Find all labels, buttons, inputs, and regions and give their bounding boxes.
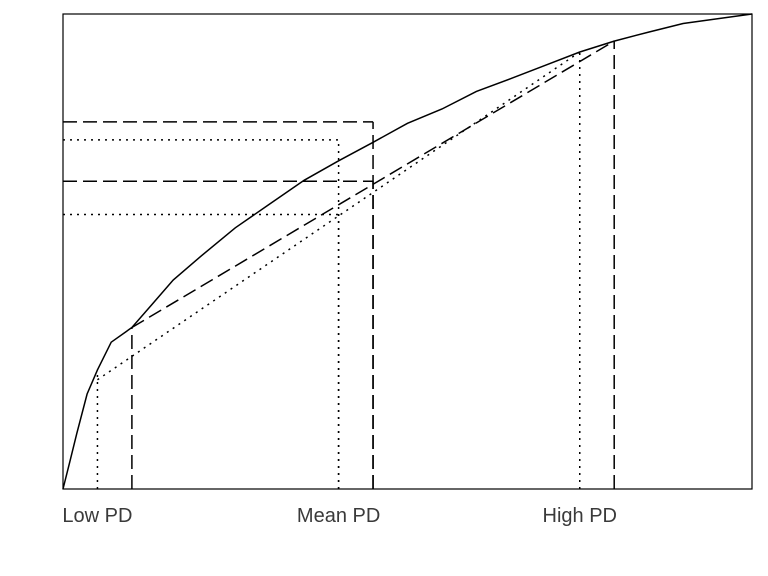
x-tick-label: High PD [543,505,617,527]
x-tick-label: Low PD [62,505,132,527]
guide-lines [63,41,615,489]
concave-curve [62,13,753,490]
chord-lines [97,40,615,381]
curve [62,13,753,490]
x-tick-labels: Low PD Mean PD High PD [62,505,617,527]
x-tick-label: Mean PD [297,505,380,527]
plot-frame [62,13,753,490]
chord-dashed-0 [131,40,615,329]
